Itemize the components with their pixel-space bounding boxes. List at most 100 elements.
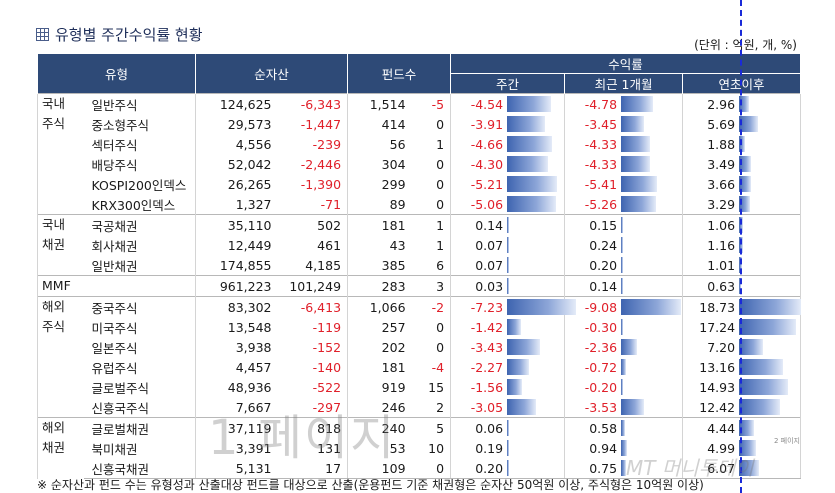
weekly-return-bar <box>507 440 510 456</box>
month-return-value: 0.14 <box>589 278 618 294</box>
assets-change: 4,185 <box>275 255 349 276</box>
fund-type: 일반주식 <box>83 93 197 114</box>
fund-type: 신흥국주식 <box>83 397 197 418</box>
weekly-return: -4.66 <box>450 134 566 154</box>
funds-change: 0 <box>409 154 452 174</box>
assets-value: 37,119 <box>195 417 276 438</box>
assets-value: 5,131 <box>195 458 276 479</box>
month-return-bar <box>621 379 624 395</box>
ytd-return-bar <box>739 359 784 375</box>
ytd-return-value: 7.20 <box>707 339 736 355</box>
ytd-return-bar <box>739 196 751 212</box>
month-return-value: -3.45 <box>584 116 618 132</box>
assets-change: -522 <box>275 377 349 397</box>
assets-change: -6,413 <box>275 296 349 317</box>
month-return: 0.75 <box>564 458 684 479</box>
month-return-bar <box>621 176 658 192</box>
assets-change: 502 <box>275 214 349 235</box>
assets-change: -152 <box>275 337 349 357</box>
assets-value: 52,042 <box>195 154 276 174</box>
returns-table: 유형 순자산 펀드수 수익률 주간 최근 1개월 연초이후 국내 주식 일반주식 1… <box>36 54 802 479</box>
weekly-return-bar <box>507 176 558 192</box>
ytd-return-value: 1.88 <box>707 136 736 152</box>
weekly-return-bar <box>507 399 537 415</box>
funds-change: -4 <box>409 357 452 377</box>
month-return-bar <box>621 257 624 273</box>
assets-change: -2,446 <box>275 154 349 174</box>
assets-value: 124,625 <box>195 93 276 114</box>
weekly-return-value: -3.91 <box>470 116 504 132</box>
weekly-return-value: 0.19 <box>475 440 504 456</box>
ytd-return-bar <box>739 156 752 172</box>
month-return-value: -5.26 <box>584 196 618 212</box>
funds-value: 53 <box>347 438 410 458</box>
funds-change: 0 <box>409 458 452 479</box>
fund-type: 유럽주식 <box>83 357 197 377</box>
assets-value: 13,548 <box>195 317 276 337</box>
assets-change: -140 <box>275 357 349 377</box>
weekly-return-value: -5.06 <box>470 196 504 212</box>
month-return-value: 0.94 <box>589 440 618 456</box>
assets-change: -119 <box>275 317 349 337</box>
table-row: 신흥국주식 7,667 -297 246 2 -3.05 -3.53 12.42 <box>38 397 802 418</box>
funds-change: 6 <box>409 255 452 276</box>
fund-type: KRX300인덱스 <box>83 194 197 215</box>
ytd-return-value: 12.42 <box>699 399 736 415</box>
month-return-bar <box>621 96 654 112</box>
weekly-return: 0.06 <box>450 417 566 438</box>
month-return-value: -4.78 <box>584 96 618 112</box>
month-return-bar <box>621 237 624 253</box>
funds-value: 89 <box>347 194 410 215</box>
ytd-return-bar <box>739 176 752 192</box>
weekly-return-bar <box>507 359 530 375</box>
assets-change: -71 <box>275 194 349 215</box>
table-row: KOSPI200인덱스 26,265 -1,390 299 0 -5.21 -5.41 3.6… <box>38 174 802 194</box>
weekly-return: -4.54 <box>450 93 566 114</box>
fund-type: 회사채권 <box>83 235 197 255</box>
ytd-return-value: 0.63 <box>707 278 736 294</box>
group-label: 해외 채권 <box>37 417 84 479</box>
weekly-return-value: -4.30 <box>470 156 504 172</box>
ytd-return-value: 1.01 <box>707 257 736 273</box>
weekly-return-value: -7.23 <box>470 299 504 315</box>
month-return: -5.26 <box>564 194 684 215</box>
group-label: 국내 채권 <box>37 214 84 276</box>
funds-value: 299 <box>347 174 410 194</box>
month-return: 0.58 <box>564 417 684 438</box>
funds-change: 0 <box>409 114 452 134</box>
ytd-return-bar <box>739 460 760 476</box>
ytd-return-bar <box>739 379 789 395</box>
assets-change: 131 <box>275 438 349 458</box>
month-return: -4.78 <box>564 93 684 114</box>
table-row: 회사채권 12,449 461 43 1 0.07 0.24 1.16 <box>38 235 802 255</box>
ytd-return-bar <box>739 399 781 415</box>
ytd-return-value: 3.29 <box>707 196 736 212</box>
month-return: 0.14 <box>564 275 684 297</box>
weekly-return: -3.91 <box>450 114 566 134</box>
month-return: -4.33 <box>564 154 684 174</box>
month-return-value: -4.33 <box>584 156 618 172</box>
ytd-return-value: 2.96 <box>707 96 736 112</box>
guide-line <box>740 0 742 493</box>
funds-change: 0 <box>409 317 452 337</box>
funds-change: -5 <box>409 93 452 114</box>
funds-change: -2 <box>409 296 452 317</box>
weekly-return-value: 0.14 <box>475 217 504 233</box>
table-row: 일반채권 174,855 4,185 385 6 0.07 0.20 1.01 <box>38 255 802 276</box>
funds-value: 919 <box>347 377 410 397</box>
ytd-return-value: 3.49 <box>707 156 736 172</box>
assets-value: 12,449 <box>195 235 276 255</box>
funds-value: 304 <box>347 154 410 174</box>
fund-type: 일본주식 <box>83 337 197 357</box>
fund-type: 신흥국채권 <box>83 458 197 479</box>
assets-value: 4,457 <box>195 357 276 377</box>
funds-change: 0 <box>409 174 452 194</box>
month-return-bar <box>621 399 645 415</box>
header-funds: 펀드수 <box>347 54 452 94</box>
weekly-return-value: -5.21 <box>470 176 504 192</box>
table-row: 유럽주식 4,457 -140 181 -4 -2.27 -0.72 13.16 <box>38 357 802 377</box>
weekly-return-value: -2.27 <box>470 359 504 375</box>
weekly-return-bar <box>507 339 541 355</box>
ytd-return-value: 4.44 <box>707 420 736 436</box>
weekly-return-bar <box>507 136 553 152</box>
